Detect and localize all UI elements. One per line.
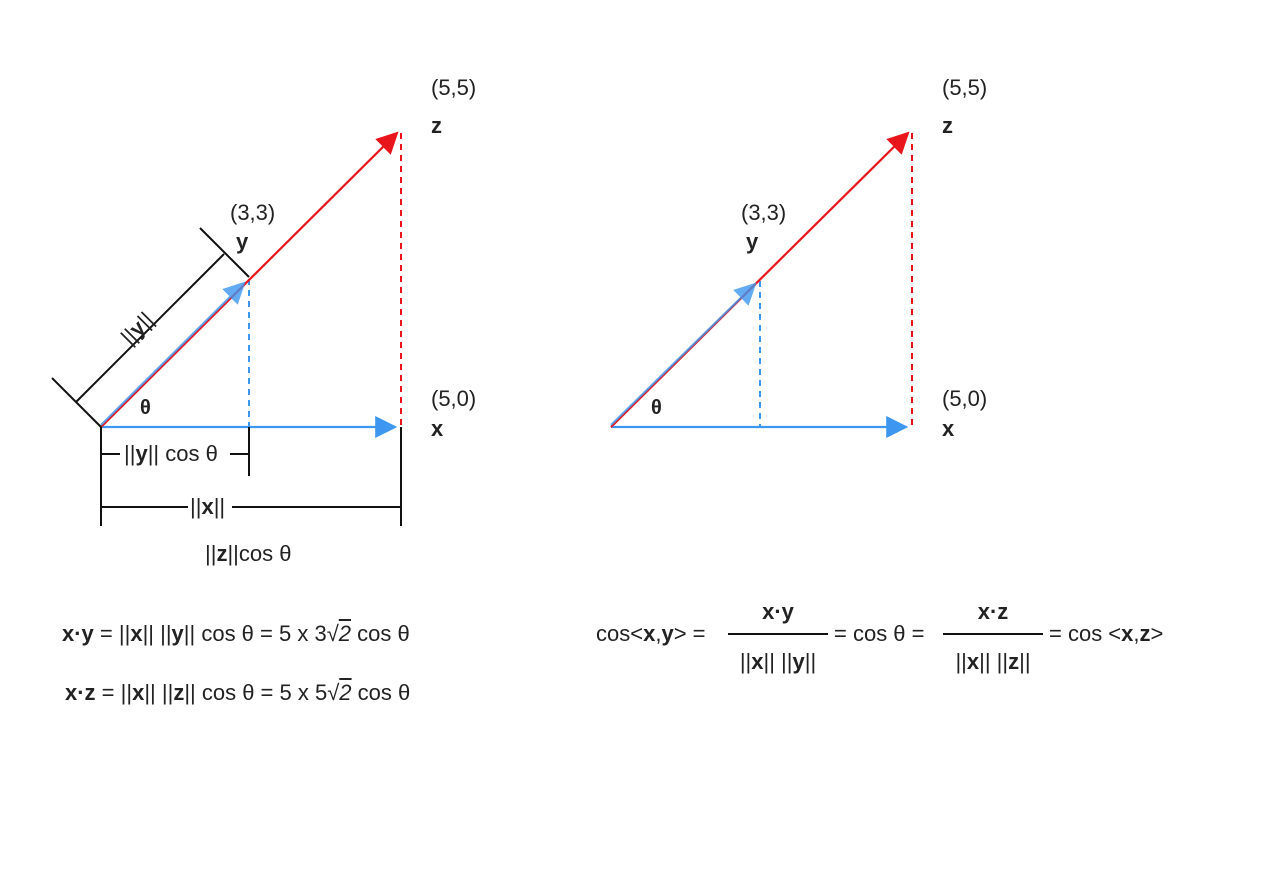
cos-xy-prefix: cos<x,y> = [596, 621, 706, 646]
left-z-name: z [431, 113, 442, 138]
norm-x-label: ||x|| [190, 494, 225, 519]
left-theta: θ [140, 397, 151, 419]
left-vector-z [100, 131, 399, 428]
fraction-1-denominator: ||x|| ||y|| [739, 649, 817, 674]
proj-label: ||y|| cos θ [124, 441, 218, 466]
cos-theta-middle: = cos θ = [834, 621, 925, 646]
cos-xz-suffix: = cos <x,z> [1049, 621, 1164, 646]
right-z-name: z [942, 113, 953, 138]
right-z-coord: (5,5) [942, 75, 987, 100]
right-x-coord: (5,0) [942, 386, 987, 411]
norm-y-tick-bottom [51, 377, 102, 428]
left-y-name: y [236, 229, 249, 254]
norm-y-label: ||y|| [116, 307, 159, 350]
norm-z-cos-label: ||z||cos θ [205, 541, 291, 566]
norm-y-dimension-line [75, 253, 225, 403]
left-x-name: x [431, 416, 444, 441]
fraction-2-numerator: x·z [977, 599, 1009, 624]
left-z-coord: (5,5) [431, 75, 476, 100]
right-theta: θ [651, 397, 662, 419]
right-y-coord: (3,3) [741, 200, 786, 225]
right-y-name: y [746, 229, 759, 254]
fraction-2-denominator: ||x|| ||z|| [955, 649, 1031, 674]
right-vector-y [610, 282, 757, 426]
left-x-coord: (5,0) [431, 386, 476, 411]
right-diagram: (5,5) z (3,3) y (5,0) x θ [610, 75, 987, 441]
equation-dot-xz: x·z = ||x|| ||z|| cos θ = 5 x 5√2 cos θ [65, 680, 411, 705]
fraction-1-numerator: x·y [762, 599, 794, 624]
right-x-name: x [942, 416, 955, 441]
left-diagram: (5,5) z (3,3) y (5,0) x θ ||y|| ||y|| co… [51, 75, 476, 566]
left-vector-y [100, 281, 246, 426]
equation-dot-xy: x·y = ||x|| ||y|| cos θ = 5 x 3√2 cos θ [62, 621, 410, 646]
norm-y-tick-top [199, 227, 250, 278]
left-y-coord: (3,3) [230, 200, 275, 225]
